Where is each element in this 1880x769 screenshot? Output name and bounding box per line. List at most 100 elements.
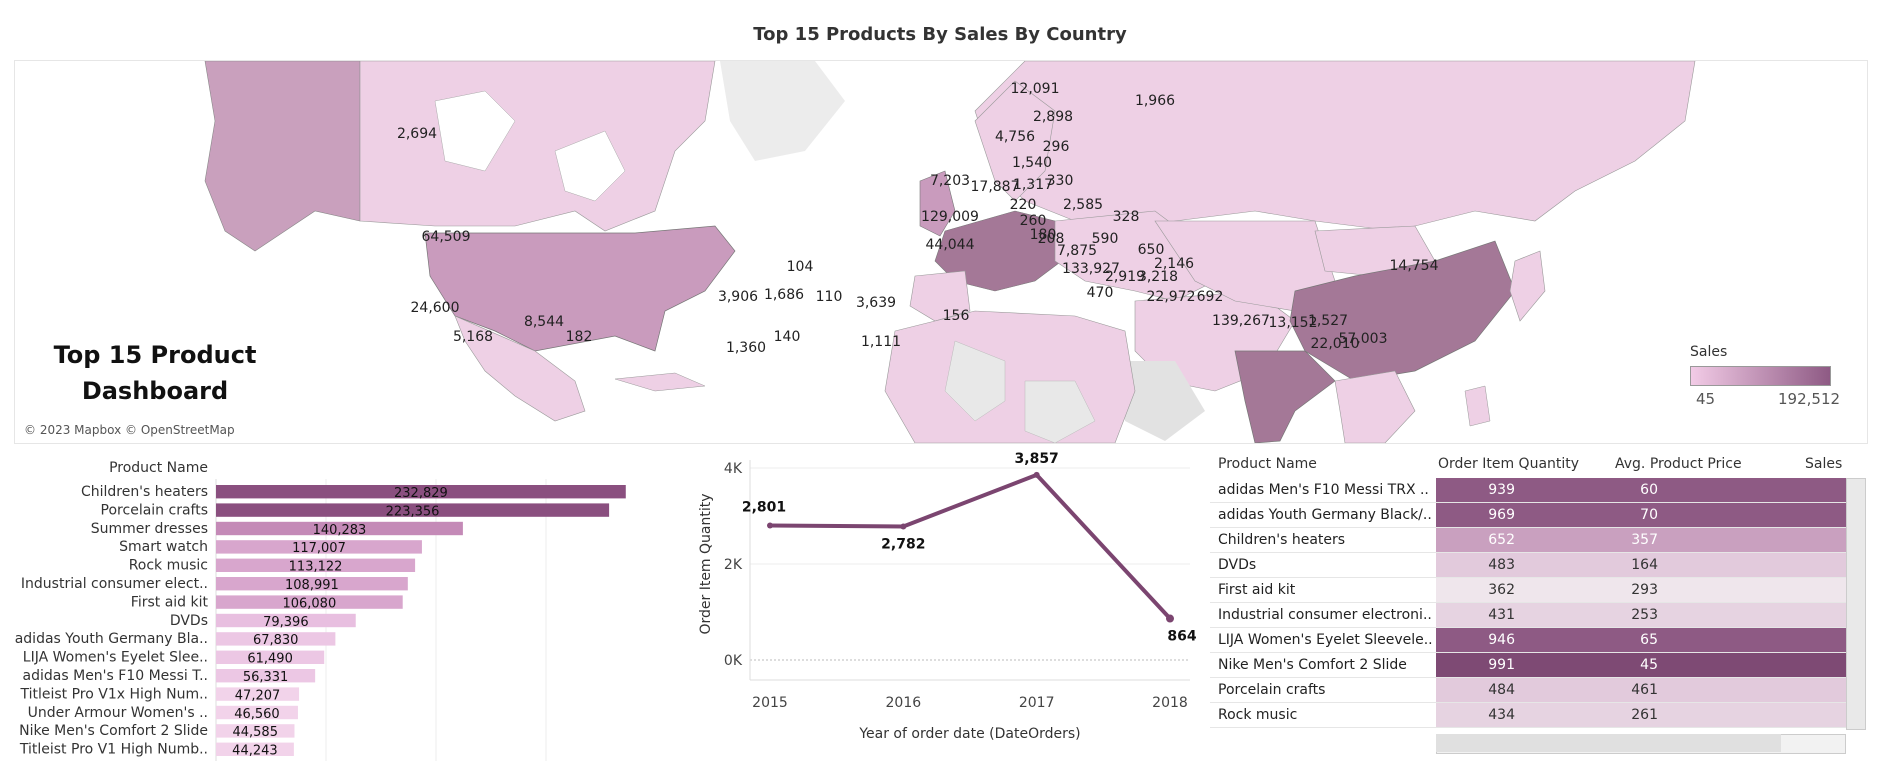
bar[interactable] [216,485,626,499]
quantity-cell: 362 [1488,582,1515,598]
line-point[interactable] [767,522,773,529]
bar[interactable] [216,650,325,664]
line-series[interactable] [769,472,1172,620]
map-value-label: 1,111 [860,334,902,350]
bar-category-label: Titleist Pro V1x High Num.. [19,686,208,702]
map-value-label: 110 [815,289,843,305]
quantity-cell: 431 [1488,607,1515,623]
quantity-cell: 484 [1488,682,1515,698]
row-separator [1210,502,1846,503]
x-tick-label: 2016 [886,695,922,711]
quantity-cell: 652 [1488,532,1515,548]
bar[interactable] [216,521,463,536]
bar[interactable] [216,687,300,701]
map-value-label: 650 [1137,242,1165,258]
y-tick-label: 0K [724,653,743,669]
map-value-label: 129,009 [921,209,979,225]
table-row[interactable]: LIJA Women's Eyelet Sleevele.. 946 65 [1210,628,1846,653]
bar[interactable] [216,705,298,720]
table-row[interactable]: Children's heaters 652 357 [1210,528,1846,553]
sales-map[interactable]: 1,966 12,091 2,898 4,756 296 1,540 7,203 17,887… [14,60,1868,444]
bar[interactable] [216,613,356,628]
bar[interactable] [216,540,422,554]
map-value-label: 1,527 [1307,313,1349,329]
side-title-line2: Dashboard [81,377,229,405]
bar-value-label: 223,356 [386,504,440,519]
map-svg [204,61,1696,443]
bar-category-label: Summer dresses [91,521,208,537]
bar[interactable] [216,558,416,572]
bar-category-label: DVDs [170,613,208,629]
map-value-label: 3,639 [855,295,897,311]
bar[interactable] [216,724,295,738]
table-row[interactable]: adidas Men's F10 Messi TRX .. 939 60 [1210,478,1846,503]
price-cell: 70 [1640,507,1658,523]
row-separator [1210,577,1846,578]
y-tick-label: 4K [724,461,743,477]
bar[interactable] [216,669,316,683]
bar[interactable] [216,577,408,591]
map-value-label: 7,875 [1056,243,1098,259]
map-value-label: 139,267 [1212,313,1270,329]
table-row[interactable]: Nike Men's Comfort 2 Slide 991 45 [1210,653,1846,678]
bar[interactable] [216,632,336,646]
bar-category-label: Children's heaters [81,484,208,500]
table-row[interactable]: Industrial consumer electroni.. 431 253 [1210,603,1846,628]
order-quantity-line-chart[interactable]: 0K 2K 4K Order Item Quantity 2,801 2015 2,782 2… [690,448,1210,769]
bar-value-label: 108,991 [285,578,339,593]
product-name-cell: Nike Men's Comfort 2 Slide [1218,657,1407,673]
line-point[interactable] [900,523,907,530]
table-row[interactable]: Porcelain crafts 484 461 [1210,678,1846,703]
product-table[interactable]: Product Name Order Item Quantity Avg. Pr… [1210,456,1866,756]
bar[interactable] [216,595,403,609]
row-separator [1210,552,1846,553]
map-value-label: 208 [1037,231,1065,247]
bar[interactable] [216,742,294,756]
map-value-label: 260 [1019,213,1047,229]
bar-category-label: adidas Men's F10 Messi T.. [23,668,208,684]
row-color-band [1436,628,1846,652]
bar-category-label: Smart watch [119,539,208,555]
bar[interactable] [216,503,610,517]
table-row[interactable]: First aid kit 362 293 [1210,578,1846,603]
row-separator [1210,627,1846,628]
line-point[interactable] [1033,471,1040,478]
map-value-label: 2,898 [1032,109,1074,125]
table-row[interactable]: DVDs 483 164 [1210,553,1846,578]
x-tick-label: 2017 [1019,695,1055,711]
map-value-label: 156 [942,308,970,324]
horizontal-scrollbar-thumb[interactable] [1436,734,1781,752]
india-shape [1234,350,1336,443]
col-header-avg-product-price[interactable]: Avg. Product Price [1615,456,1742,472]
product-name-cell: Rock music [1218,707,1298,723]
price-cell: 357 [1631,532,1658,548]
map-legend: Sales 45 192,512 [1690,344,1850,408]
col-header-product-name[interactable]: Product Name [1218,456,1317,472]
table-row[interactable]: adidas Youth Germany Black/.. 969 70 [1210,503,1846,528]
row-color-band [1436,528,1846,552]
map-value-label: 1,317 [1012,177,1054,193]
bar-value-label: 56,331 [243,670,289,685]
price-cell: 253 [1631,607,1658,623]
map-attribution[interactable]: © 2023 Mapbox © OpenStreetMap [24,423,235,437]
uk-shape [919,170,956,237]
table-row[interactable]: Rock music 434 261 [1210,703,1846,728]
col-header-sales[interactable]: Sales [1805,456,1843,472]
map-value-label: 1,686 [763,287,805,303]
quantity-cell: 991 [1488,657,1515,673]
vertical-scrollbar[interactable] [1846,478,1866,730]
row-color-band [1436,603,1846,627]
map-value-label: 44,044 [925,237,975,253]
line-point[interactable] [1166,614,1174,623]
map-value-label: 140 [773,329,801,345]
col-header-order-item-quantity[interactable]: Order Item Quantity [1438,456,1580,472]
top-products-bar-chart[interactable]: Product Name Children's heaters 232,829 Por… [0,448,680,769]
bar-value-label: 79,396 [263,615,309,630]
price-cell: 461 [1631,682,1658,698]
y-tick-label: 2K [724,557,743,573]
bar-value-label: 61,490 [247,652,293,667]
dashboard-side-title: Top 15 Product Dashboard [40,337,270,409]
product-name-cell: Children's heaters [1218,532,1346,548]
bar-value-label: 140,283 [313,523,367,538]
map-value-label: 24,600 [410,300,460,316]
